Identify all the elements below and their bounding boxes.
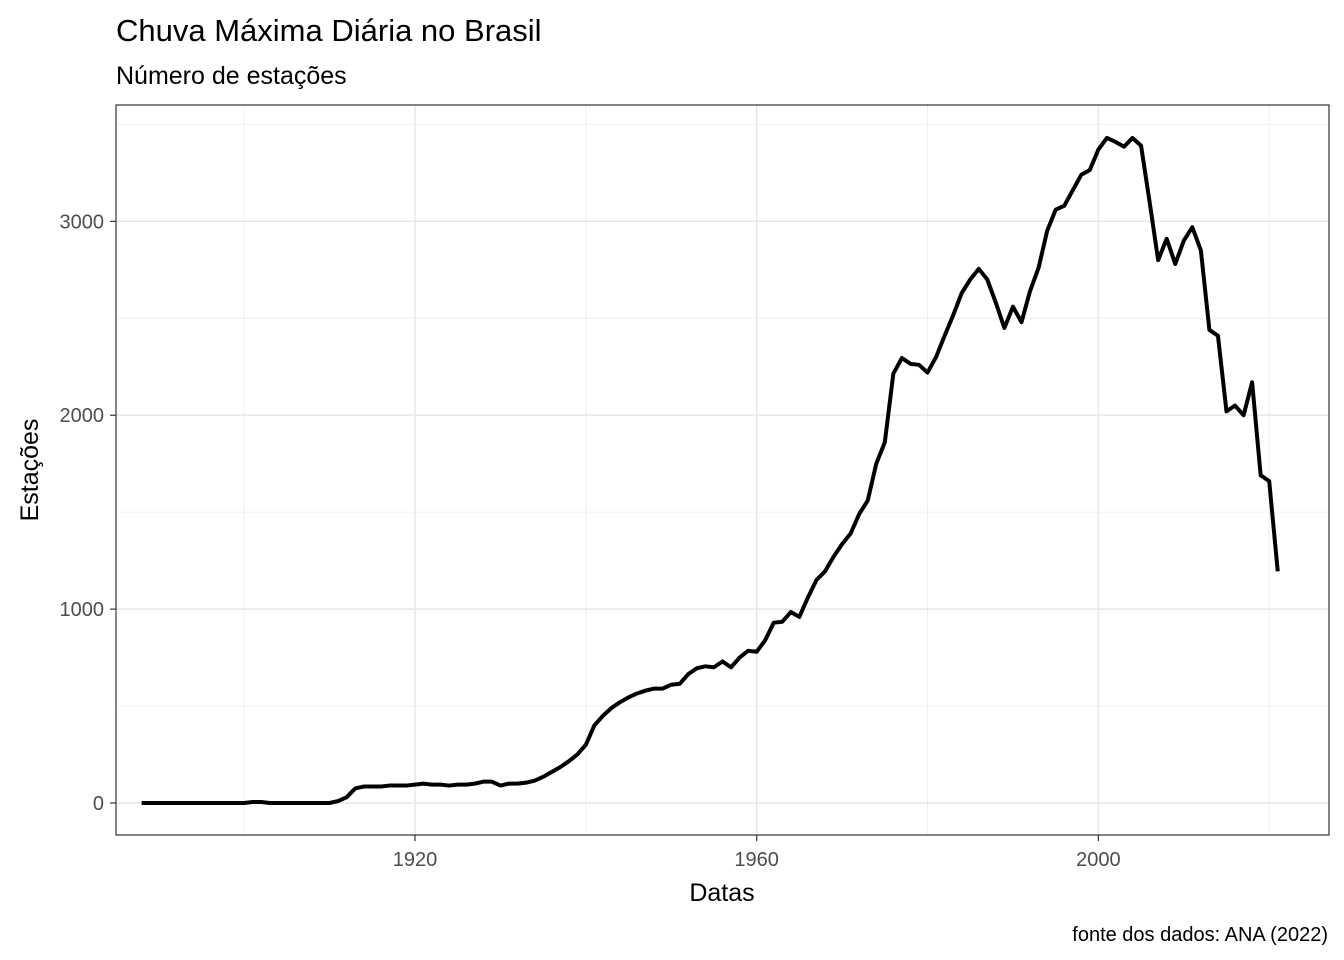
- x-tick-label: 2000: [1076, 849, 1121, 871]
- panel-border: [115, 104, 1330, 836]
- y-tick-label: 2000: [60, 405, 105, 427]
- x-tick-label: 1920: [393, 849, 438, 871]
- x-axis-ticks: 1920 1960 2000: [393, 835, 1121, 871]
- y-axis-ticks: 0 1000 2000 3000: [60, 211, 116, 815]
- minor-gridlines: [116, 105, 1329, 835]
- y-tick-label: 3000: [60, 211, 105, 233]
- chart-caption: fonte dos dados: ANA (2022): [1072, 924, 1328, 946]
- y-axis-title: Estações: [16, 419, 44, 522]
- series-line: [141, 135, 1280, 806]
- y-tick-label: 0: [93, 793, 104, 815]
- major-gridlines: [116, 105, 1329, 835]
- chart-subtitle: Número de estações: [116, 62, 347, 90]
- series-layer: [141, 135, 1280, 806]
- chart-title: Chuva Máxima Diária no Brasil: [116, 13, 542, 48]
- x-axis-title: Datas: [689, 879, 754, 907]
- y-tick-label: 1000: [60, 599, 105, 621]
- x-tick-label: 1960: [734, 849, 779, 871]
